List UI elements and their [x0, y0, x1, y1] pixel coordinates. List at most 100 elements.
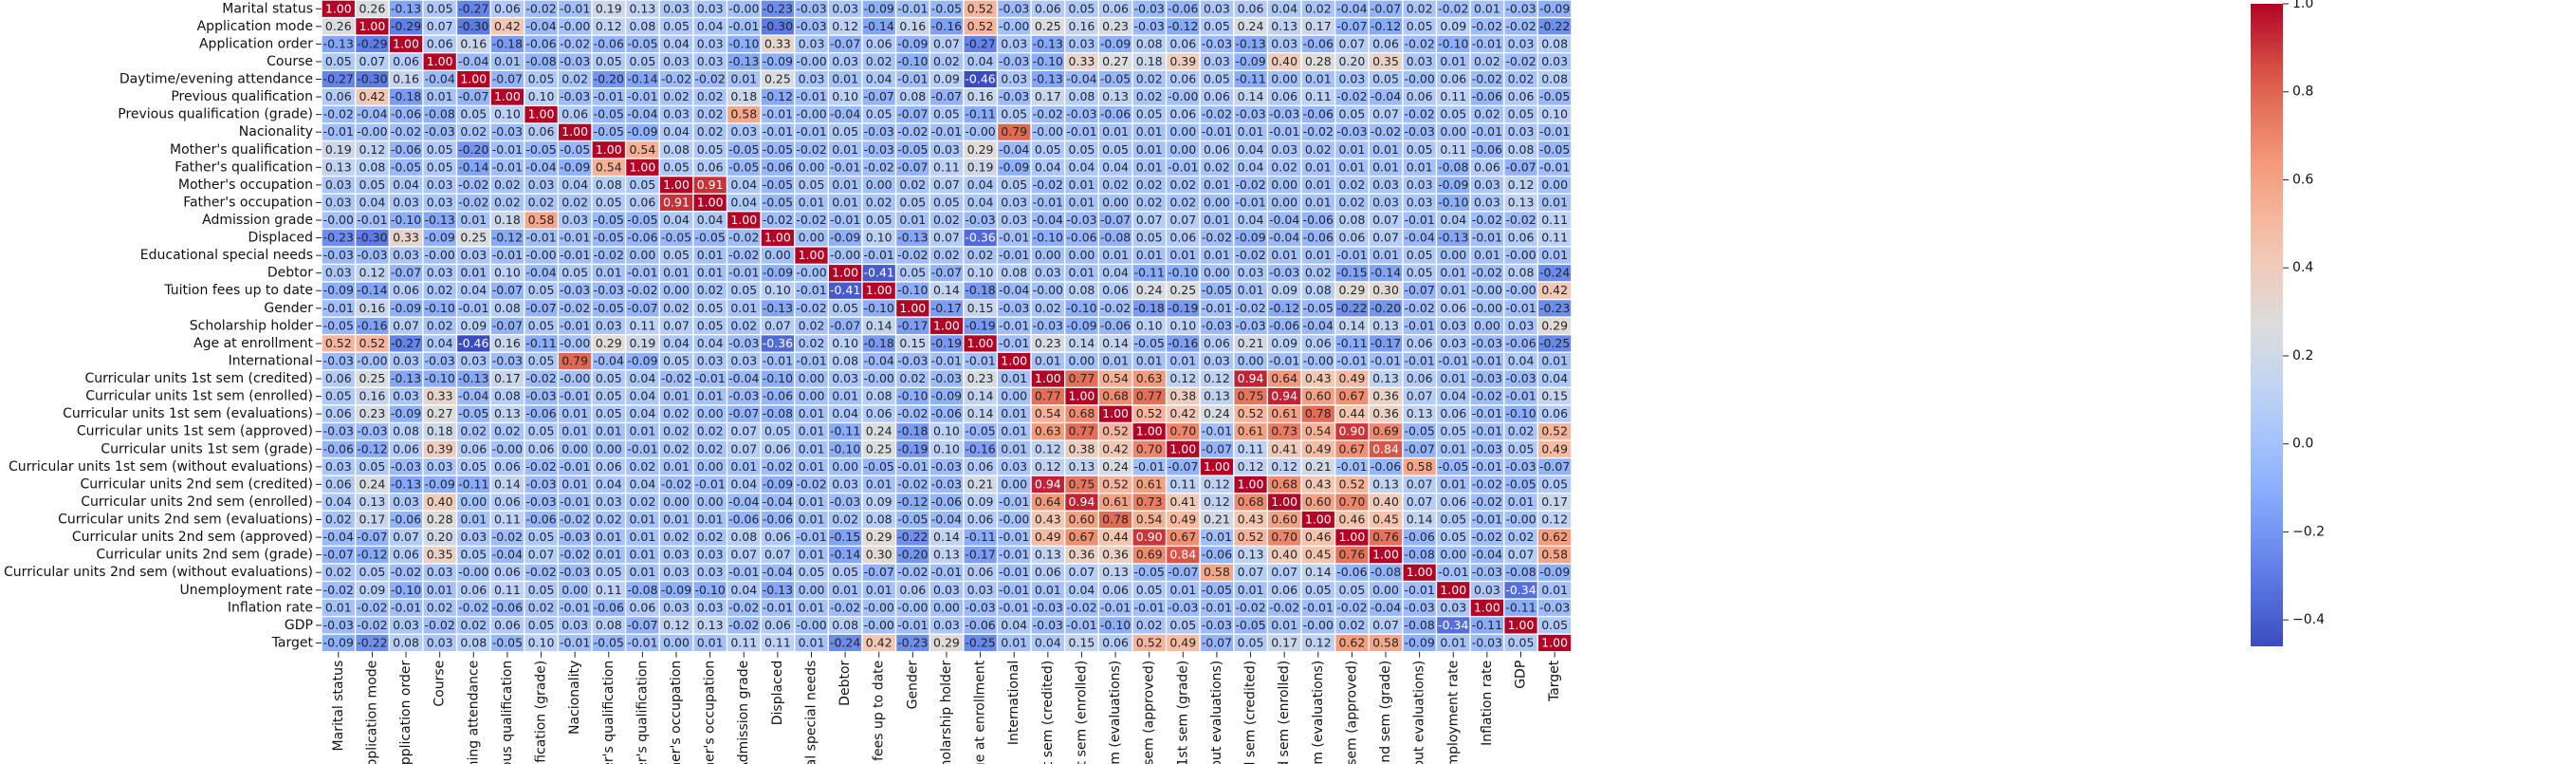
cell-value-label: 0.06 — [460, 583, 487, 597]
cell-value-label: 0.06 — [1169, 107, 1196, 121]
cell-value-label: -0.19 — [965, 318, 995, 332]
cell-value-label: -0.03 — [1235, 318, 1265, 332]
cell-value-label: -0.05 — [1404, 424, 1434, 438]
cell-value-label: 0.02 — [697, 107, 724, 121]
heatmap-cell — [1504, 70, 1537, 88]
cell-value-label: 0.08 — [1338, 213, 1365, 227]
cell-value-label: 0.43 — [1305, 371, 1332, 385]
cell-value-label: 0.01 — [1474, 248, 1500, 262]
cell-value-label: 0.02 — [697, 283, 724, 297]
cell-value-label: -0.03 — [864, 142, 894, 157]
cell-value-label: -0.01 — [796, 89, 826, 103]
cell-value-label: -0.05 — [1539, 142, 1570, 157]
cell-value-label: -0.02 — [458, 177, 488, 192]
cell-value-label: 0.05 — [1102, 142, 1129, 157]
cell-value-label: 0.04 — [730, 195, 757, 209]
cell-value-label: -0.06 — [594, 36, 624, 50]
cell-value-label: -0.03 — [1505, 371, 1536, 385]
cell-value-label: 0.01 — [799, 600, 825, 614]
heatmap-cell — [727, 53, 761, 70]
cell-value-label: 0.38 — [1069, 441, 1095, 456]
cell-value-label: 0.05 — [1305, 583, 1332, 597]
cell-value-label: 0.00 — [1440, 124, 1466, 139]
cell-value-label: 0.01 — [697, 389, 724, 403]
cell-value-label: -0.05 — [763, 177, 793, 192]
cell-value-label: -0.03 — [560, 530, 590, 544]
cell-value-label: -0.01 — [830, 213, 860, 227]
cell-value-label: 0.17 — [1541, 494, 1568, 509]
cell-value-label: 0.01 — [1238, 583, 1264, 597]
cell-value-label: 0.03 — [1508, 124, 1535, 139]
cell-value-label: 0.02 — [629, 459, 655, 474]
cell-value-label: 0.06 — [325, 476, 352, 491]
heatmap-cell — [795, 0, 828, 17]
cell-value-label: 0.13 — [1372, 476, 1399, 491]
cell-value-label: -0.03 — [1269, 107, 1299, 121]
cell-value-label: 0.68 — [1271, 476, 1297, 491]
cell-value-label: -0.02 — [1472, 476, 1502, 491]
cell-value-label: 0.01 — [1102, 248, 1129, 262]
cell-value-label: 0.01 — [1305, 159, 1332, 174]
cell-value-label: 1.00 — [967, 336, 994, 350]
heatmap-cell — [862, 18, 895, 35]
cell-value-label: -0.20 — [594, 72, 624, 86]
cell-value-label: 0.06 — [1238, 1, 1264, 15]
heatmap-cell — [1301, 0, 1334, 17]
cell-value-label: 0.07 — [393, 530, 419, 544]
x-tick-label: Nacionality — [567, 661, 582, 735]
cell-value-label: 0.03 — [663, 548, 690, 562]
heatmap-cell — [524, 123, 558, 140]
heatmap-cell — [964, 106, 997, 123]
cell-value-label: -0.04 — [931, 512, 962, 527]
cell-value-label: -0.01 — [1472, 424, 1502, 438]
cell-value-label: -0.08 — [1404, 618, 1434, 632]
cell-value-label: -0.02 — [458, 195, 488, 209]
cell-value-label: -0.05 — [492, 635, 523, 649]
x-tick-label: Admission grade — [736, 661, 751, 764]
cell-value-label: 0.03 — [596, 318, 622, 332]
cell-value-label: -0.01 — [1539, 124, 1570, 139]
cell-value-label: 0.79 — [561, 353, 588, 367]
heatmap-cell — [829, 35, 862, 52]
cell-value-label: 0.90 — [1136, 530, 1163, 544]
cell-value-label: 0.13 — [933, 548, 960, 562]
cell-value-label: -0.04 — [458, 54, 488, 68]
heatmap-cell — [524, 88, 558, 105]
cell-value-label: 0.06 — [1440, 494, 1466, 509]
x-tick-label: hout evaluations) — [1412, 661, 1427, 764]
cell-value-label: -0.03 — [525, 389, 556, 403]
heatmap-cell — [1538, 53, 1572, 70]
cell-value-label: 0.01 — [427, 89, 453, 103]
heatmap-cell — [322, 70, 355, 88]
cell-value-label: 0.02 — [494, 424, 521, 438]
cell-value-label: 0.04 — [1035, 159, 1061, 174]
cell-value-label: 0.02 — [1474, 54, 1500, 68]
cell-value-label: -0.01 — [1472, 406, 1502, 420]
cell-value-label: 0.00 — [799, 371, 825, 385]
cell-value-label: -0.04 — [763, 494, 793, 509]
cell-value-label: 0.21 — [1204, 512, 1230, 527]
cell-value-label: -0.05 — [458, 406, 488, 420]
cell-value-label: -0.13 — [458, 371, 488, 385]
colorbar-tick-label: 0.0 — [2292, 437, 2313, 452]
cell-value-label: 0.52 — [1136, 635, 1163, 649]
cell-value-label: 0.03 — [460, 530, 487, 544]
cell-value-label: 0.00 — [933, 600, 960, 614]
cell-value-label: -0.00 — [357, 124, 387, 139]
cell-value-label: -0.02 — [357, 618, 387, 632]
cell-value-label: 0.07 — [1372, 107, 1399, 121]
cell-value-label: 0.03 — [967, 583, 994, 597]
cell-value-label: 0.60 — [1305, 389, 1332, 403]
heatmap-cell — [1065, 53, 1098, 70]
cell-value-label: -0.14 — [357, 283, 387, 297]
cell-value-label: -0.10 — [391, 583, 421, 597]
cell-value-label: -0.24 — [830, 635, 860, 649]
cell-value-label: 0.03 — [393, 494, 419, 509]
cell-value-label: 1.00 — [1508, 618, 1535, 632]
cell-value-label: -0.01 — [627, 635, 657, 649]
heatmap-cell — [1098, 106, 1132, 123]
cell-value-label: -0.00 — [1168, 89, 1198, 103]
heatmap-cell — [727, 0, 761, 17]
cell-value-label: 0.01 — [866, 583, 892, 597]
heatmap-cell — [423, 18, 456, 35]
